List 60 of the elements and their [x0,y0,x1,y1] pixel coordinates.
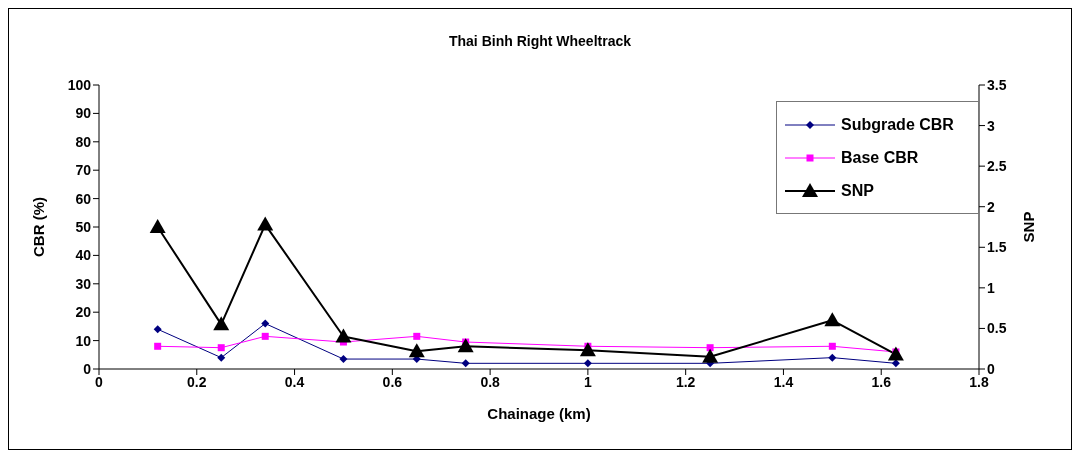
x-tick-label: 0.2 [187,373,207,390]
y2-tick-label: 3.5 [987,76,1007,93]
y-tick-label: 60 [75,190,92,207]
x-tick-label: 1.6 [871,373,892,390]
y-tick-label: 30 [75,275,92,292]
point [335,328,352,343]
point [257,216,274,231]
y-tick-label: 70 [75,162,92,179]
point [153,325,162,334]
point [408,343,425,358]
x-tick-label: 0.6 [382,373,403,390]
y2-tick-label: 2.5 [987,158,1007,175]
x-tick-label: 1.2 [675,373,696,390]
point [891,359,900,368]
y2-tick-label: 0.5 [987,320,1007,337]
point [702,348,719,363]
y2-tick-label: 3 [987,117,995,134]
x-tick-label: 1 [583,373,592,390]
point [828,342,836,350]
legend-label: Subgrade CBR [841,115,954,134]
point [413,332,421,340]
x-tick-label: 1.8 [969,373,989,390]
point [154,342,162,350]
point [887,346,904,361]
x-tick-label: 0.8 [480,373,501,390]
point [583,359,592,368]
y2-axis-title: SNP [1020,211,1038,243]
point [461,359,470,368]
point [261,332,269,340]
y-tick-label: 90 [75,105,92,122]
y2-tick-label: 1 [987,279,995,296]
y-axis-title: CBR (%) [30,197,48,257]
x-tick-label: 0.4 [284,373,305,390]
y-tick-label: 20 [75,304,92,321]
y-tick-label: 0 [83,360,92,377]
point [579,342,596,357]
y2-tick-label: 0 [987,360,995,377]
point [339,355,348,364]
point [217,344,225,352]
y-tick-label: 100 [67,76,92,93]
y-tick-label: 40 [75,247,92,264]
y2-tick-label: 1.5 [987,239,1007,256]
y-tick-label: 10 [75,332,92,349]
y-tick-label: 50 [75,218,92,235]
point [213,316,230,331]
point [706,344,714,352]
legend-label: SNP [841,181,874,200]
x-axis-title: Chainage (km) [487,405,591,422]
legend-label: Base CBR [841,148,919,167]
point [217,353,226,362]
point [824,312,841,327]
x-tick-label: 0 [95,373,104,390]
chart-title: Thai Binh Right Wheeltrack [448,33,632,49]
point [828,353,837,362]
point [457,338,474,353]
y-tick-label: 80 [75,133,92,150]
point [261,319,270,328]
x-tick-label: 1.4 [773,373,794,390]
point [149,219,166,233]
y2-tick-label: 2 [987,198,995,215]
